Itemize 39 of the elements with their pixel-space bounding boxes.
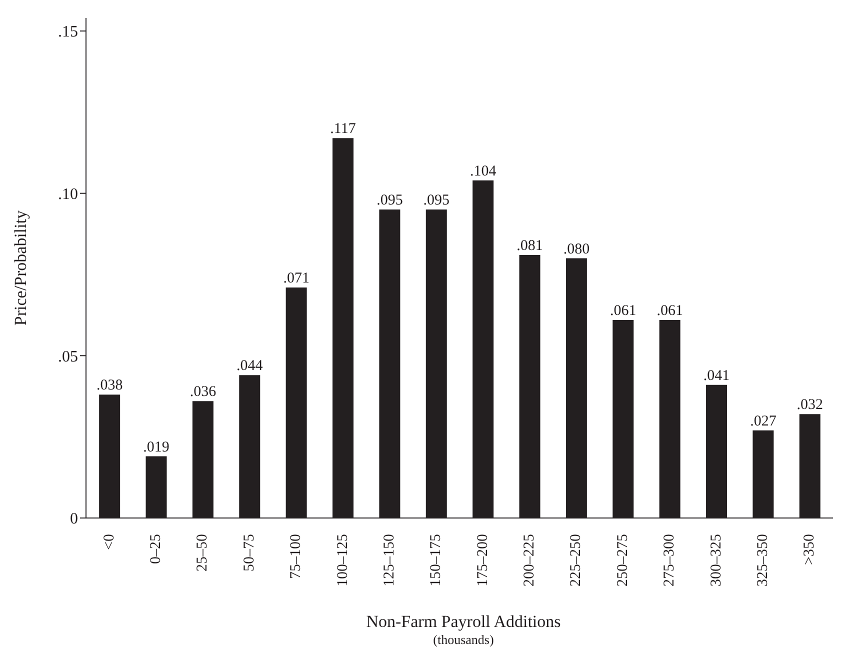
data-label: .036 [190, 384, 217, 400]
x-tick-label: 225–250 [568, 534, 584, 586]
x-tick-label: 175–200 [474, 534, 491, 586]
y-tick-label: .10 [58, 186, 78, 204]
x-tick-label: 200–225 [522, 534, 538, 586]
x-tick-label: 125–150 [381, 534, 398, 586]
data-label: .061 [610, 302, 636, 319]
data-label: .081 [516, 238, 543, 254]
x-tick-label: 100–125 [334, 534, 351, 586]
data-label: .095 [423, 192, 450, 209]
data-label: .038 [96, 378, 123, 394]
data-label: .104 [470, 163, 497, 180]
x-tick-label: 75–100 [288, 534, 304, 579]
data-label: .061 [656, 302, 683, 319]
x-tick-label: 275–300 [662, 534, 678, 586]
data-label: .041 [703, 368, 730, 384]
data-label: .117 [330, 121, 356, 138]
y-axis-title: Price/Probability [11, 210, 30, 326]
x-tick-label: 50–75 [241, 534, 258, 572]
x-tick-label: 25–50 [194, 534, 211, 572]
x-tick-label: >350 [802, 534, 818, 565]
data-label: .032 [796, 397, 824, 414]
x-tick-label: 250–275 [614, 534, 631, 586]
x-tick-label: 325–350 [754, 534, 771, 586]
data-label: .019 [143, 439, 170, 456]
data-label: .027 [750, 413, 777, 430]
y-tick-label: .15 [58, 24, 78, 41]
data-label: .044 [236, 358, 264, 374]
data-label: .071 [283, 270, 310, 286]
x-tick-label: 150–175 [428, 534, 444, 586]
x-tick-label: 300–325 [708, 534, 724, 586]
text: (thousands) [432, 632, 495, 648]
x-tick-label: <0 [101, 534, 118, 550]
data-label: .095 [376, 192, 403, 209]
x-axis-title: Non-Farm Payroll Additions [365, 612, 562, 632]
data-label: .080 [563, 241, 590, 258]
x-tick-label: 0–25 [148, 534, 164, 564]
y-tick-label: .05 [58, 348, 78, 366]
y-tick-label: 0 [70, 510, 78, 528]
